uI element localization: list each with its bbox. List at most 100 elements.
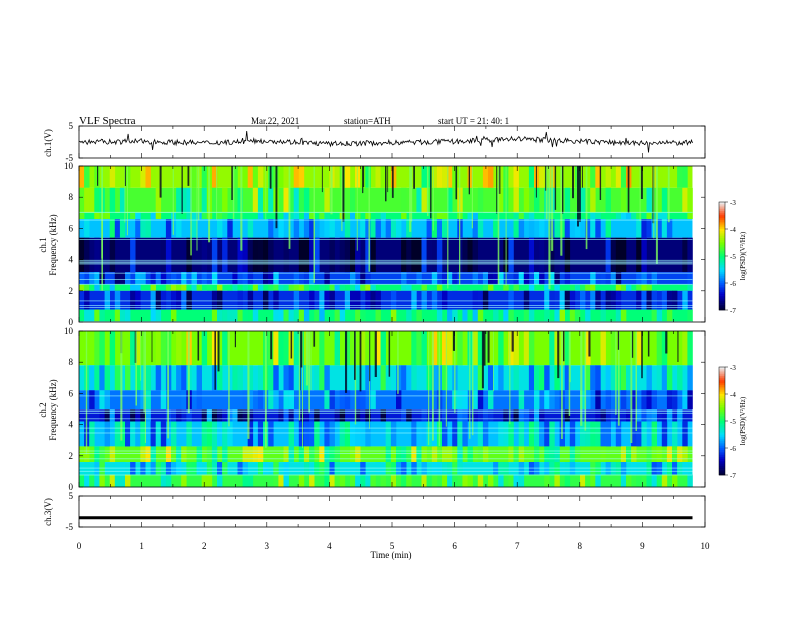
- spectrogram-cell: [380, 409, 386, 422]
- colorbar-segment: [719, 292, 725, 295]
- spectrogram-cell: [636, 421, 642, 447]
- spectrogram-cell: [360, 219, 366, 238]
- colorbar-tick-label: -5: [730, 253, 736, 261]
- spectrogram-cell: [227, 219, 233, 238]
- spectrogram-streak: [181, 166, 183, 214]
- spectrogram-cell: [549, 272, 555, 285]
- spectrogram-cell: [268, 187, 274, 213]
- colorbar-segment: [719, 295, 725, 298]
- spectrogram-cell: [114, 309, 121, 322]
- spectrogram-cell: [140, 421, 146, 447]
- spectrogram-streak: [397, 331, 399, 394]
- spectrogram-cell: [390, 309, 397, 322]
- spectrogram-cell: [257, 284, 264, 291]
- spectrogram-cell: [283, 309, 289, 322]
- spectrogram-cell: [186, 272, 192, 285]
- colorbar-segment: [719, 207, 725, 210]
- spectrogram-cell: [416, 187, 422, 213]
- colorbar-segment: [719, 265, 725, 268]
- spectrogram-cell: [319, 284, 325, 291]
- spectrogram-cell: [319, 365, 325, 391]
- spectrogram-streak: [310, 331, 312, 391]
- spectrogram-cell: [401, 237, 407, 273]
- spectrogram-cell: [534, 365, 540, 391]
- spectrogram-cell: [431, 290, 438, 310]
- spectrogram-cell: [687, 212, 693, 219]
- spectrogram-cell: [365, 284, 371, 291]
- spectrogram-cell: [564, 187, 571, 213]
- colorbar-segment: [719, 221, 725, 224]
- spectrogram-cell: [421, 446, 427, 462]
- spectrogram-cell: [518, 446, 525, 462]
- spectrogram-streak: [483, 331, 486, 366]
- spectrogram-cell: [615, 272, 622, 285]
- spectrogram-cell: [268, 390, 274, 409]
- spectrogram-cell: [482, 272, 489, 285]
- spectrogram-cell: [472, 212, 478, 219]
- colorbar-segment: [719, 288, 725, 291]
- spectrogram-cell: [370, 219, 376, 238]
- spectrogram-cell: [350, 365, 356, 391]
- colorbar-segment: [719, 245, 725, 248]
- spectrogram-cell: [125, 365, 131, 391]
- spectrogram-cell: [319, 212, 325, 219]
- spectrogram-cell: [528, 219, 535, 238]
- y-tick-label: 10: [64, 326, 74, 336]
- spectrogram-streak: [653, 166, 655, 239]
- spectrogram-cell: [401, 212, 407, 219]
- narrowband-line: [79, 307, 693, 308]
- spectrogram-cell: [89, 421, 95, 447]
- spectrogram-cell: [237, 187, 243, 213]
- ch1-spectrogram-ylabel-line1: ch.1: [38, 237, 48, 252]
- spectrogram-cell: [513, 446, 519, 462]
- spectrogram-cell: [631, 212, 637, 219]
- spectrogram-streak: [561, 331, 563, 439]
- spectrogram-cell: [482, 421, 489, 447]
- spectrogram-cell: [344, 219, 351, 238]
- spectrogram-cell: [569, 309, 576, 322]
- spectrogram-cell: [534, 272, 540, 285]
- spectrogram-cell: [109, 219, 116, 238]
- spectrogram-cell: [344, 237, 351, 273]
- spectrogram-cell: [89, 365, 95, 391]
- narrowband-line: [79, 453, 693, 454]
- spectrogram-cell: [615, 237, 622, 273]
- spectrogram-cell: [595, 421, 601, 447]
- spectrogram-cell: [217, 409, 223, 422]
- spectrogram-cell: [370, 390, 376, 409]
- spectrogram-cell: [268, 421, 274, 447]
- spectrogram-cell: [99, 331, 105, 366]
- spectrogram-cell: [217, 365, 223, 391]
- spectrogram-cell: [421, 284, 427, 291]
- spectrogram-cell: [477, 219, 484, 238]
- spectrogram-streak: [85, 331, 88, 455]
- spectrogram-cell: [329, 390, 335, 409]
- spectrogram-cell: [442, 331, 448, 366]
- spectrogram-cell: [447, 166, 453, 188]
- y-tick-label: 2: [69, 286, 74, 296]
- spectrogram-cell: [631, 446, 637, 462]
- spectrogram-cell: [130, 290, 136, 310]
- spectrogram-cell: [626, 212, 632, 219]
- spectrogram-cell: [150, 272, 156, 285]
- spectrogram-cell: [242, 390, 248, 409]
- colorbar-segment: [719, 415, 725, 418]
- spectrogram-cell: [615, 166, 622, 188]
- ch1-signal-line: [78, 131, 693, 153]
- spectrogram-cell: [528, 309, 535, 322]
- spectrogram-cell: [651, 309, 657, 322]
- spectrogram-cell: [288, 212, 294, 219]
- colorbar-segment: [719, 419, 725, 422]
- spectrogram-streak: [452, 331, 455, 351]
- spectrogram-cell: [293, 219, 300, 238]
- spectrogram-cell: [252, 237, 259, 273]
- spectrogram-cell: [360, 309, 366, 322]
- spectrogram-cell: [94, 272, 100, 285]
- colorbar-segment: [719, 238, 725, 241]
- spectrogram-streak: [187, 166, 190, 186]
- spectrogram-cell: [493, 272, 499, 285]
- narrowband-line: [79, 467, 693, 469]
- spectrogram-cell: [508, 421, 514, 447]
- spectrogram-cell: [416, 309, 422, 322]
- colorbar-segment: [719, 205, 725, 208]
